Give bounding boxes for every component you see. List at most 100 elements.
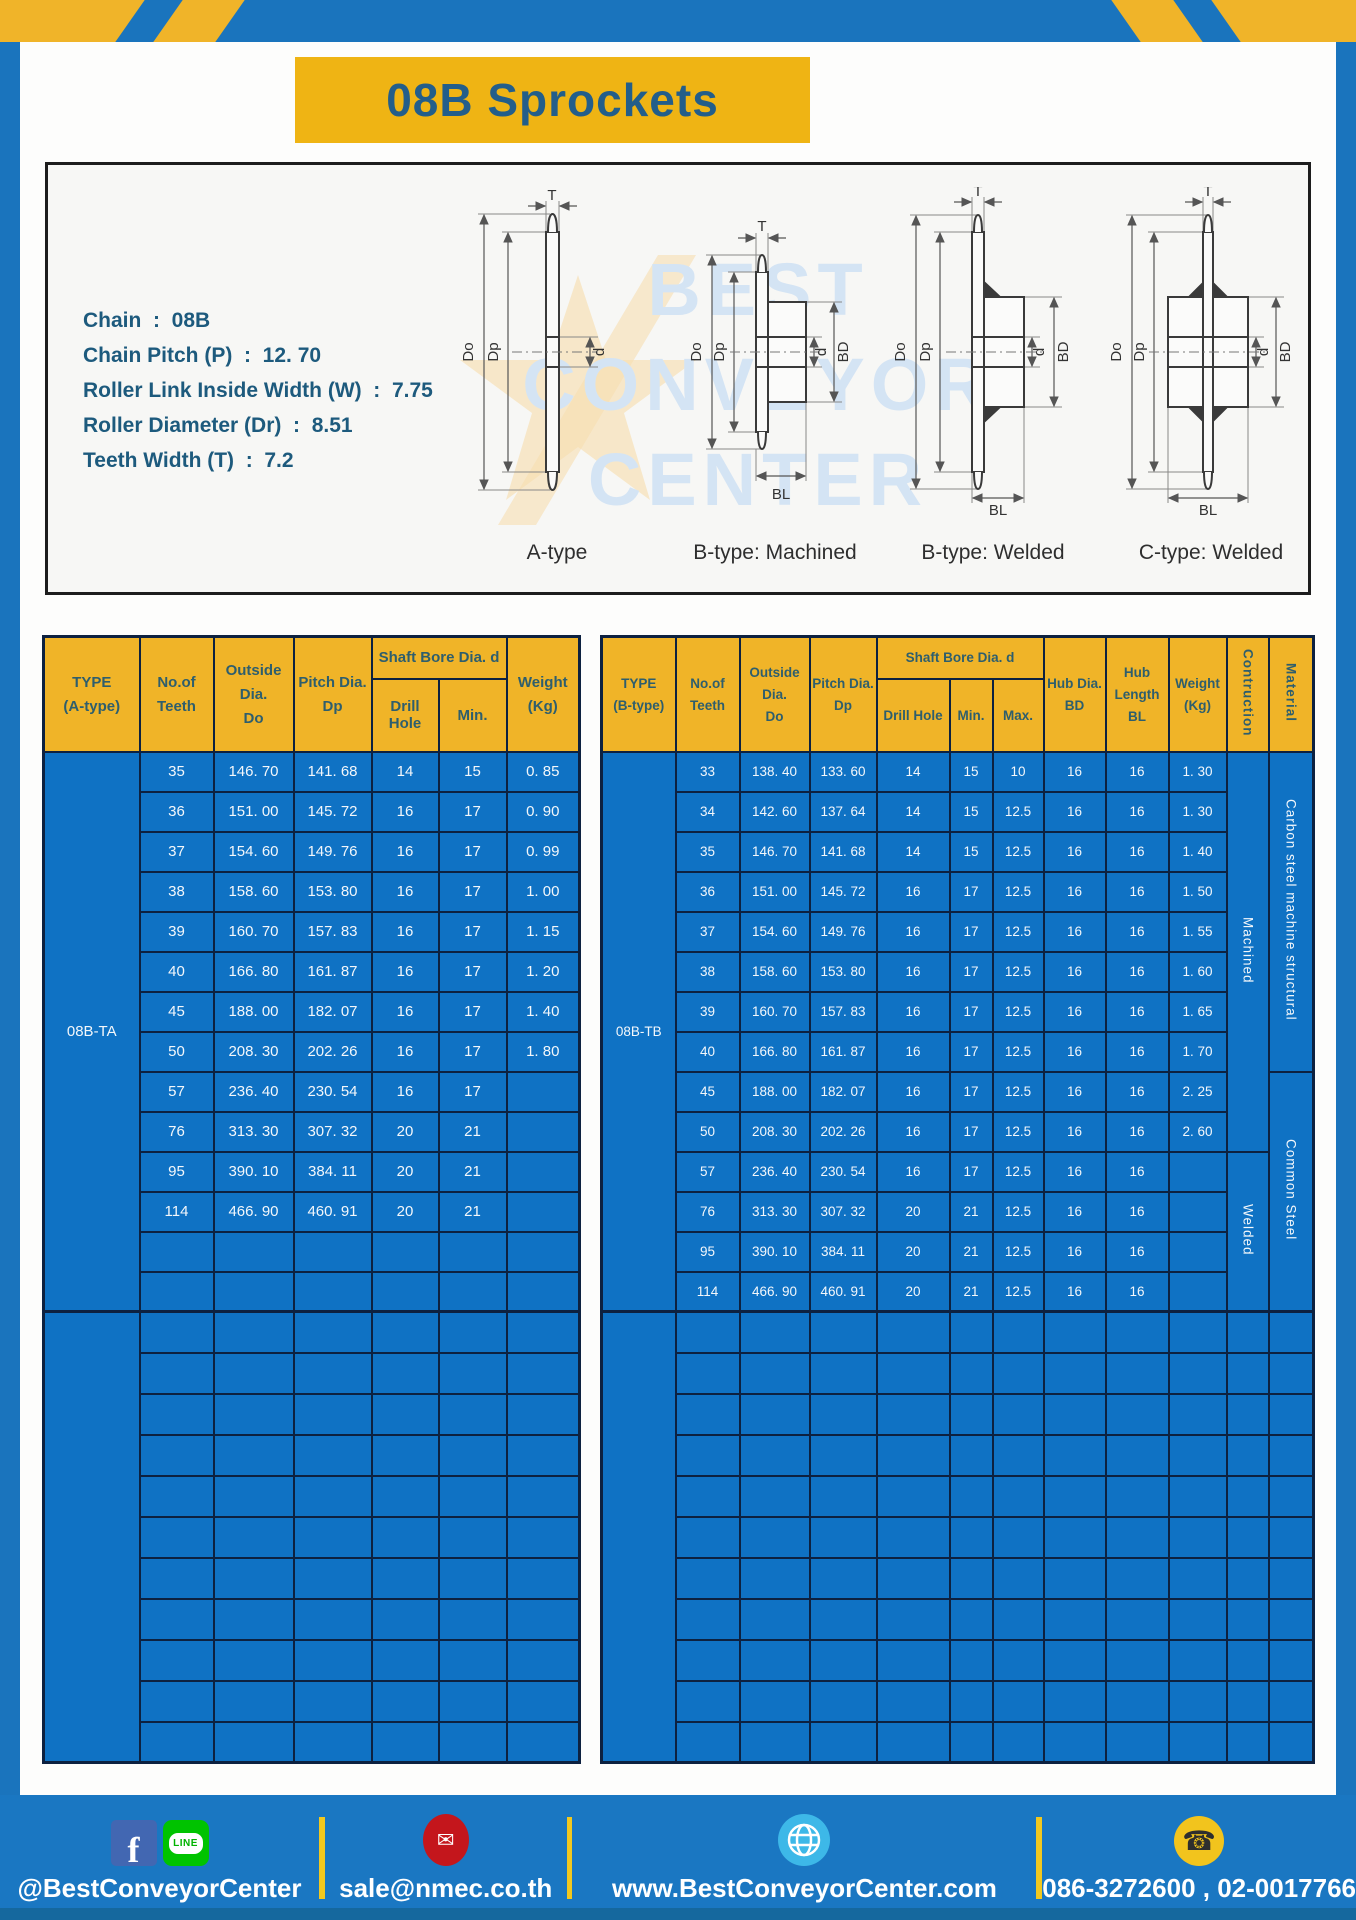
table-row: 40 166. 80 161. 87 16 17 1. 20	[44, 950, 581, 993]
cell	[1267, 1351, 1315, 1395]
cell	[138, 1270, 215, 1313]
cell: 21	[437, 1190, 508, 1233]
cell: 236. 40	[212, 1070, 295, 1113]
cell: 137. 64	[808, 790, 878, 833]
cell	[292, 1270, 373, 1313]
cell: 14	[370, 750, 440, 793]
cell	[875, 1720, 951, 1764]
table-row: 35 146. 70 141. 68 14 15 12.5 16 16 1. 40	[602, 830, 1314, 873]
cell	[437, 1474, 508, 1518]
cell: 16	[1042, 990, 1107, 1033]
cell: 21	[948, 1270, 994, 1313]
cell	[1167, 1150, 1228, 1193]
table-row	[602, 1433, 1315, 1477]
cell	[1042, 1720, 1107, 1764]
table-row	[44, 1597, 581, 1641]
cell: 384. 11	[808, 1230, 878, 1273]
cell: 16	[370, 790, 440, 833]
cell	[1225, 1597, 1270, 1641]
cell: 1. 55	[1167, 910, 1228, 953]
cell: 16	[1042, 910, 1107, 953]
phone-icon[interactable]: ☎	[1174, 1816, 1225, 1866]
cell: 21	[437, 1110, 508, 1153]
cell	[738, 1474, 811, 1518]
cell: 16	[1104, 1230, 1170, 1273]
cell	[1167, 1474, 1228, 1518]
cell: 182. 07	[292, 990, 373, 1033]
cell	[875, 1474, 951, 1518]
dim-label-dp: Dp	[711, 342, 728, 361]
cell	[948, 1720, 994, 1764]
globe-icon[interactable]	[778, 1814, 831, 1866]
b-type-spec-table: TYPE (B-type) No.of Teeth Outside Dia. Do Pi…	[600, 635, 1315, 1764]
col-header-drill-hole: Drill Hole	[875, 677, 951, 753]
cell: 17	[948, 1030, 994, 1073]
social-handle[interactable]: @BestConveyorCenter	[17, 1873, 302, 1903]
cell: 12.5	[991, 1270, 1045, 1313]
cell	[1042, 1433, 1107, 1477]
cell: 390. 10	[212, 1150, 295, 1193]
email-icon[interactable]: ✉	[422, 1814, 469, 1866]
line-icon[interactable]: LINE	[162, 1820, 209, 1866]
footer-social-section: f LINE @BestConveyorCenter	[0, 1795, 319, 1920]
cell	[212, 1270, 295, 1313]
cell	[875, 1310, 951, 1354]
cell: 17	[948, 1150, 994, 1193]
cell	[1167, 1392, 1228, 1436]
cell	[138, 1679, 215, 1723]
cell	[1225, 1310, 1270, 1354]
cell	[948, 1433, 994, 1477]
email-address[interactable]: sale@nmec.co.th	[339, 1873, 553, 1903]
cell: 35	[674, 830, 741, 873]
cell	[1225, 1515, 1270, 1559]
col-header-teeth: No.of Teeth	[674, 635, 741, 753]
col-header-outside-dia: Outside Dia. Do	[738, 635, 811, 753]
table-row	[44, 1351, 581, 1395]
cell: 161. 87	[292, 950, 373, 993]
cell	[212, 1515, 295, 1559]
cell	[292, 1597, 373, 1641]
cell: 50	[674, 1110, 741, 1153]
cell: 12.5	[991, 990, 1045, 1033]
cell	[292, 1230, 373, 1273]
dim-label-bd: BD	[1055, 341, 1072, 362]
c-type-welded-drawing: T Do Dp d BD BL	[1108, 187, 1294, 517]
cell	[1104, 1474, 1170, 1518]
cell: 0. 99	[505, 830, 581, 873]
table-row	[44, 1679, 581, 1723]
cell: 12.5	[991, 1230, 1045, 1273]
cell: 17	[437, 790, 508, 833]
website-url[interactable]: www.BestConveyorCenter.com	[612, 1873, 997, 1903]
dim-label-do: Do	[688, 342, 705, 361]
table-row	[602, 1597, 1315, 1641]
cell	[1267, 1310, 1315, 1354]
cell: 160. 70	[738, 990, 811, 1033]
cell: 50	[138, 1030, 215, 1073]
cell	[674, 1351, 741, 1395]
table-row: 50 208. 30 202. 26 16 17 12.5 16 16 2. 60	[602, 1110, 1314, 1153]
table-row: 114 466. 90 460. 91 20 21	[44, 1190, 581, 1233]
cell	[1167, 1597, 1228, 1641]
cell	[138, 1515, 215, 1559]
cell: 37	[138, 830, 215, 873]
cell	[991, 1433, 1045, 1477]
cell: 45	[138, 990, 215, 1033]
dim-label-t: T	[547, 187, 556, 204]
table-row: 76 313. 30 307. 32 20 21	[44, 1110, 581, 1153]
cell	[437, 1230, 508, 1273]
cell: 141. 68	[808, 830, 878, 873]
facebook-icon[interactable]: f	[110, 1820, 157, 1868]
cell: 2. 60	[1167, 1110, 1228, 1153]
cell	[808, 1351, 878, 1395]
dim-label-d: d	[1255, 348, 1272, 356]
cell	[138, 1351, 215, 1395]
cell	[1267, 1597, 1315, 1641]
table-row: 39 160. 70 157. 83 16 17 12.5 16 16 1. 65	[602, 990, 1314, 1033]
cell: 0. 90	[505, 790, 581, 833]
table-row	[44, 1515, 581, 1559]
material-cell: Carbon steel machine structural	[1267, 750, 1315, 1073]
footer-divider	[1036, 1816, 1043, 1899]
phone-numbers[interactable]: 086-3272600 , 02-0017766	[1042, 1873, 1356, 1903]
cell: 16	[1042, 830, 1107, 873]
cell: 1. 00	[505, 870, 581, 913]
